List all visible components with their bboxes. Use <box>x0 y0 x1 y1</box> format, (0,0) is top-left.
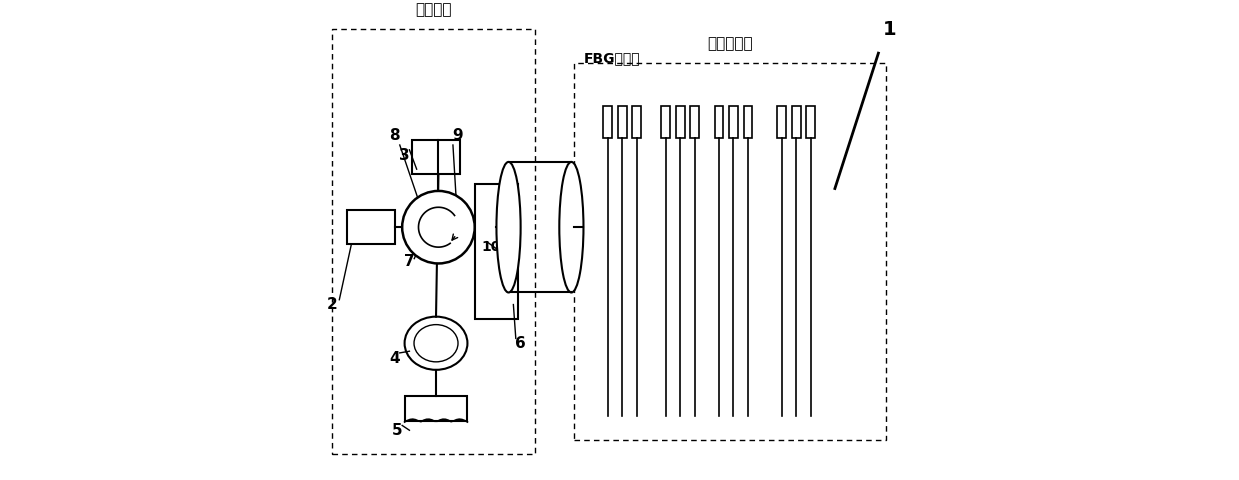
Text: 9: 9 <box>452 128 463 143</box>
Bar <box>792 107 800 138</box>
Text: 6: 6 <box>515 336 527 351</box>
Bar <box>690 107 699 138</box>
Text: 5: 5 <box>392 423 403 438</box>
Circle shape <box>403 191 475 264</box>
Text: FBG传感器: FBG传感器 <box>584 51 641 65</box>
Bar <box>729 107 737 138</box>
Text: 8: 8 <box>389 128 400 143</box>
Text: 7: 7 <box>404 254 415 269</box>
Bar <box>347 210 395 244</box>
Bar <box>715 107 724 138</box>
Bar <box>405 396 467 420</box>
Text: 运行机构: 运行机构 <box>415 2 452 17</box>
Bar <box>332 29 535 455</box>
Text: 2: 2 <box>327 298 337 312</box>
Bar <box>675 107 684 138</box>
Text: 相变基础体: 相变基础体 <box>707 36 752 51</box>
Bar <box>662 107 670 138</box>
Text: 10: 10 <box>482 240 502 254</box>
Bar <box>632 107 641 138</box>
Ellipse shape <box>405 317 467 370</box>
Ellipse shape <box>497 162 520 292</box>
Bar <box>743 107 752 138</box>
Ellipse shape <box>559 162 584 292</box>
Bar <box>411 140 460 174</box>
Bar <box>618 107 627 138</box>
Bar <box>807 107 815 138</box>
Bar <box>777 107 786 138</box>
Text: 3: 3 <box>399 147 410 163</box>
Bar <box>574 63 886 440</box>
Bar <box>475 184 518 319</box>
Text: 4: 4 <box>389 350 400 366</box>
Bar <box>603 107 612 138</box>
Text: 1: 1 <box>883 20 897 38</box>
Ellipse shape <box>414 324 458 362</box>
